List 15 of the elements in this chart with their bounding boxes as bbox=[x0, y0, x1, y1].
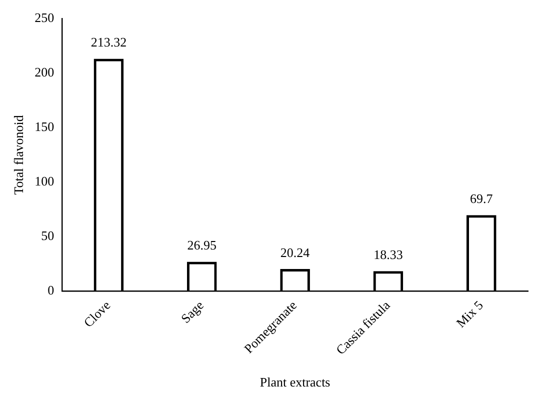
data-label: 69.7 bbox=[470, 191, 494, 206]
y-tick-label: 250 bbox=[34, 10, 54, 26]
data-label: 18.33 bbox=[374, 247, 403, 262]
data-label: 26.95 bbox=[187, 238, 216, 253]
data-label: 213.32 bbox=[90, 34, 127, 50]
y-tick-label: 150 bbox=[34, 119, 54, 134]
y-tick-label: 200 bbox=[34, 64, 54, 80]
y-axis-title: Total flavonoid bbox=[11, 114, 26, 195]
y-tick-label: 0 bbox=[48, 282, 54, 298]
y-tick-label: 50 bbox=[41, 228, 54, 244]
y-tick-label: 100 bbox=[34, 174, 54, 189]
data-label: 20.24 bbox=[280, 244, 310, 260]
x-axis-title: Plant extracts bbox=[260, 374, 330, 390]
x-tick-label: Sage bbox=[178, 297, 207, 326]
x-tick-label: Mix 5 bbox=[453, 298, 486, 330]
